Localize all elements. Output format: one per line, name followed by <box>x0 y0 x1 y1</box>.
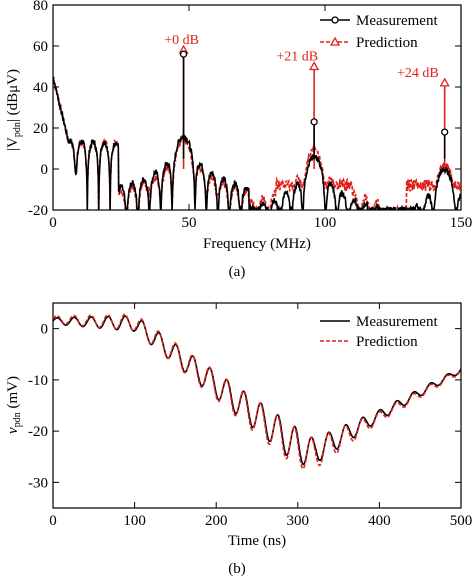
legend-b-prediction-label: Prediction <box>356 334 418 350</box>
gain-annotation: +24 dB <box>397 66 439 81</box>
panel-b-x-tick-label: 0 <box>49 513 57 529</box>
gain-annotation: +21 dB <box>276 50 318 65</box>
panel-b-y-axis-label-sub: pdn <box>12 412 23 427</box>
gain-annotation: +0 dB <box>164 33 199 48</box>
panel-b-ticks: 0 100 200 300 400 500 -30 -20 -10 0 <box>28 303 472 529</box>
panel-b-y-axis-label: vpdn (mV) <box>5 376 23 434</box>
panel-a-x-tick-label: 0 <box>49 215 57 231</box>
legend-a-triangle-marker <box>329 36 341 46</box>
panel-b-legend: Measurement Prediction <box>320 314 438 350</box>
panel-a-legend: Measurement Prediction <box>320 13 438 51</box>
panel-a-tag: (a) <box>229 264 246 280</box>
panel-b-x-axis-label: Time (ns) <box>228 533 286 549</box>
measurement-peak-marker <box>179 50 188 58</box>
panel-a-x-tick-label: 100 <box>314 215 337 231</box>
measurement-peak-marker <box>310 118 318 126</box>
panel-a-y-axis-label-sub: pdn <box>12 122 23 137</box>
panel-b-y-axis-label-main: v <box>5 427 21 434</box>
prediction-peak-marker <box>308 61 320 71</box>
panel-a-annotations: +0 dB +21 dB +24 dB <box>164 33 438 81</box>
panel-a-y-tick-label: 40 <box>33 80 48 96</box>
legend-a-circle-marker <box>331 16 339 24</box>
panel-a-y-tick-label: -20 <box>28 203 48 219</box>
panel-a-y-tick-label: 20 <box>33 121 48 137</box>
panel-b-x-tick-label: 500 <box>450 513 473 529</box>
legend-a-measurement-label: Measurement <box>356 13 438 29</box>
panel-a-peak-markers <box>178 44 450 169</box>
panel-b-x-tick-label: 100 <box>123 513 146 529</box>
panel-a-x-axis-label: Frequency (MHz) <box>203 236 311 252</box>
measurement-peak-marker <box>441 128 449 136</box>
panel-b-y-axis-label-unit: (mV) <box>5 376 21 412</box>
panel-a-y-axis-label-unit: | (dBμV) <box>5 69 21 122</box>
panel-b-y-tick-label: -10 <box>28 373 48 389</box>
panel-a-measurement-line <box>53 76 461 210</box>
panel-b-prediction-line <box>53 313 461 470</box>
prediction-peak-marker <box>439 77 450 87</box>
panel-a-y-tick-label: 80 <box>33 0 48 14</box>
panel-a-y-tick-label: 60 <box>33 39 48 55</box>
panel-b-x-tick-label: 300 <box>287 513 310 529</box>
legend-a-prediction-label: Prediction <box>356 35 418 51</box>
panel-a-y-tick-label: 0 <box>41 162 49 178</box>
panel-b-y-tick-label: 0 <box>41 322 49 338</box>
panel-a-x-tick-label: 50 <box>182 215 197 231</box>
panel-b-y-tick-label: -30 <box>28 475 48 491</box>
panel-b-chart: 0 100 200 300 400 500 -30 -20 -10 0 Time (ns) vpd… <box>5 302 472 577</box>
panel-b-tag: (b) <box>228 561 246 577</box>
legend-b-measurement-label: Measurement <box>356 314 438 330</box>
panel-b-x-tick-label: 200 <box>205 513 228 529</box>
panel-b-y-tick-label: -20 <box>28 424 48 440</box>
panel-a-y-axis-label-main: |V <box>5 137 21 151</box>
panel-b-plot-frame <box>52 302 462 509</box>
panel-a-x-tick-label: 150 <box>450 215 473 231</box>
panel-a-y-axis-label: |Vpdn| (dBμV) <box>5 69 23 151</box>
panel-b-x-tick-label: 400 <box>368 513 391 529</box>
